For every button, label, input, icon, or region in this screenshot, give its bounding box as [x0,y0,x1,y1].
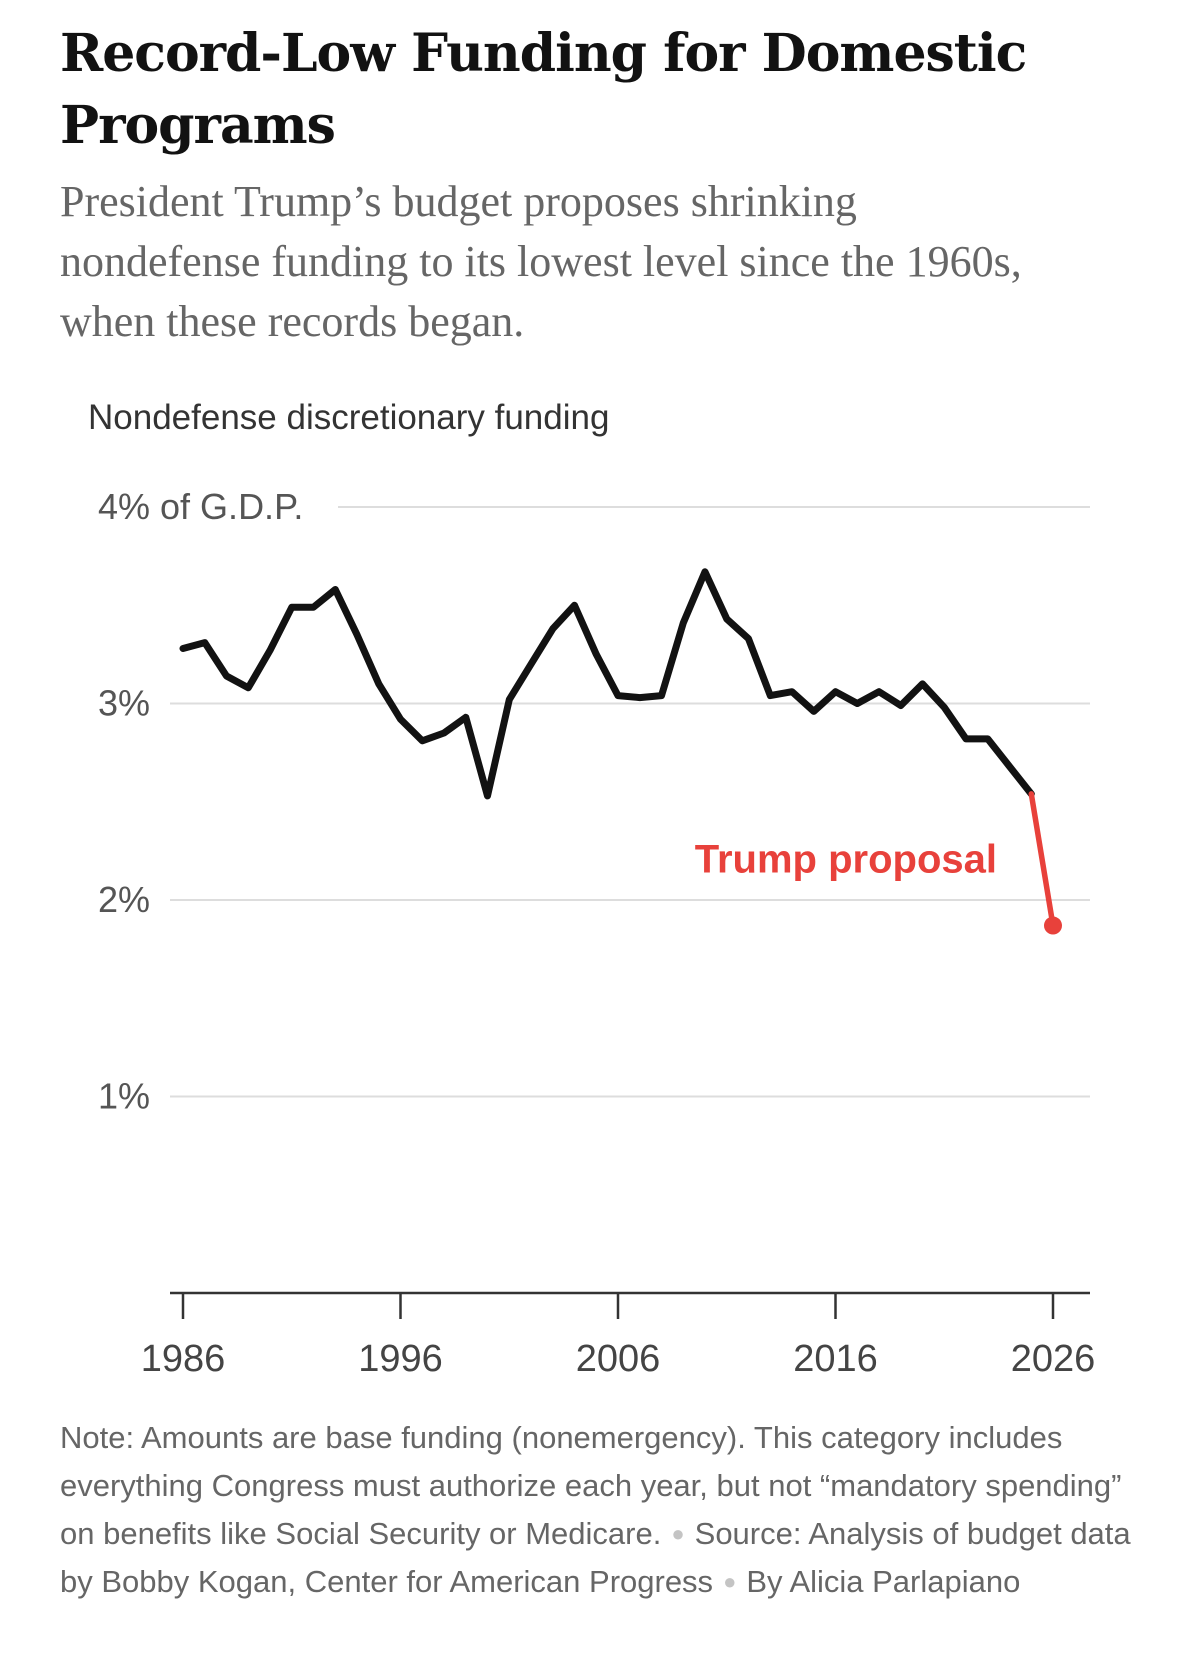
note-text: Note: Amounts are base funding (nonemerg… [60,1420,1122,1551]
x-tick-label: 1996 [358,1338,443,1380]
x-tick-label: 1986 [141,1338,226,1380]
x-tick-label: 2016 [793,1338,878,1380]
chart-headline: Record-Low Funding for Domestic Programs [60,23,1027,156]
separator-dot: ● [671,1521,685,1546]
separator-dot: ● [723,1569,737,1594]
x-tick-label: 2026 [1011,1338,1096,1380]
series [179,568,1062,935]
historical-series-line [179,568,1035,800]
y-tick-label: 1% [98,1076,150,1117]
line-chart: 4% of G.D.P.3%2%1% 1986 1996 2006 2016 2026 … [98,486,1096,1380]
annotations: Trump proposal [695,838,997,882]
chart-subhead: President Trump’s budget proposes shrink… [60,177,1022,346]
trump-proposal-label: Trump proposal [695,838,997,882]
trump-proposal-line [1028,791,1056,929]
chart-title: Nondefense discretionary funding [88,398,610,437]
y-tick-label: 2% [98,879,150,920]
x-axis: 1986 1996 2006 2016 2026 [141,1291,1096,1380]
trump-proposal-endpoint [1044,916,1062,935]
y-tick-label: 3% [98,683,150,724]
y-axis-ticks: 4% of G.D.P. 3% 2% 1% [98,486,303,1117]
y-tick-label: 4% of G.D.P. [98,486,303,527]
x-tick-label: 2006 [576,1338,661,1380]
chart-footnote: Note: Amounts are base funding (nonemerg… [60,1414,1140,1606]
byline: By Alicia Parlapiano [746,1564,1021,1599]
gridlines [170,506,1090,1098]
source-text: Source: Analysis of budget data by Bobby… [60,1516,1131,1599]
